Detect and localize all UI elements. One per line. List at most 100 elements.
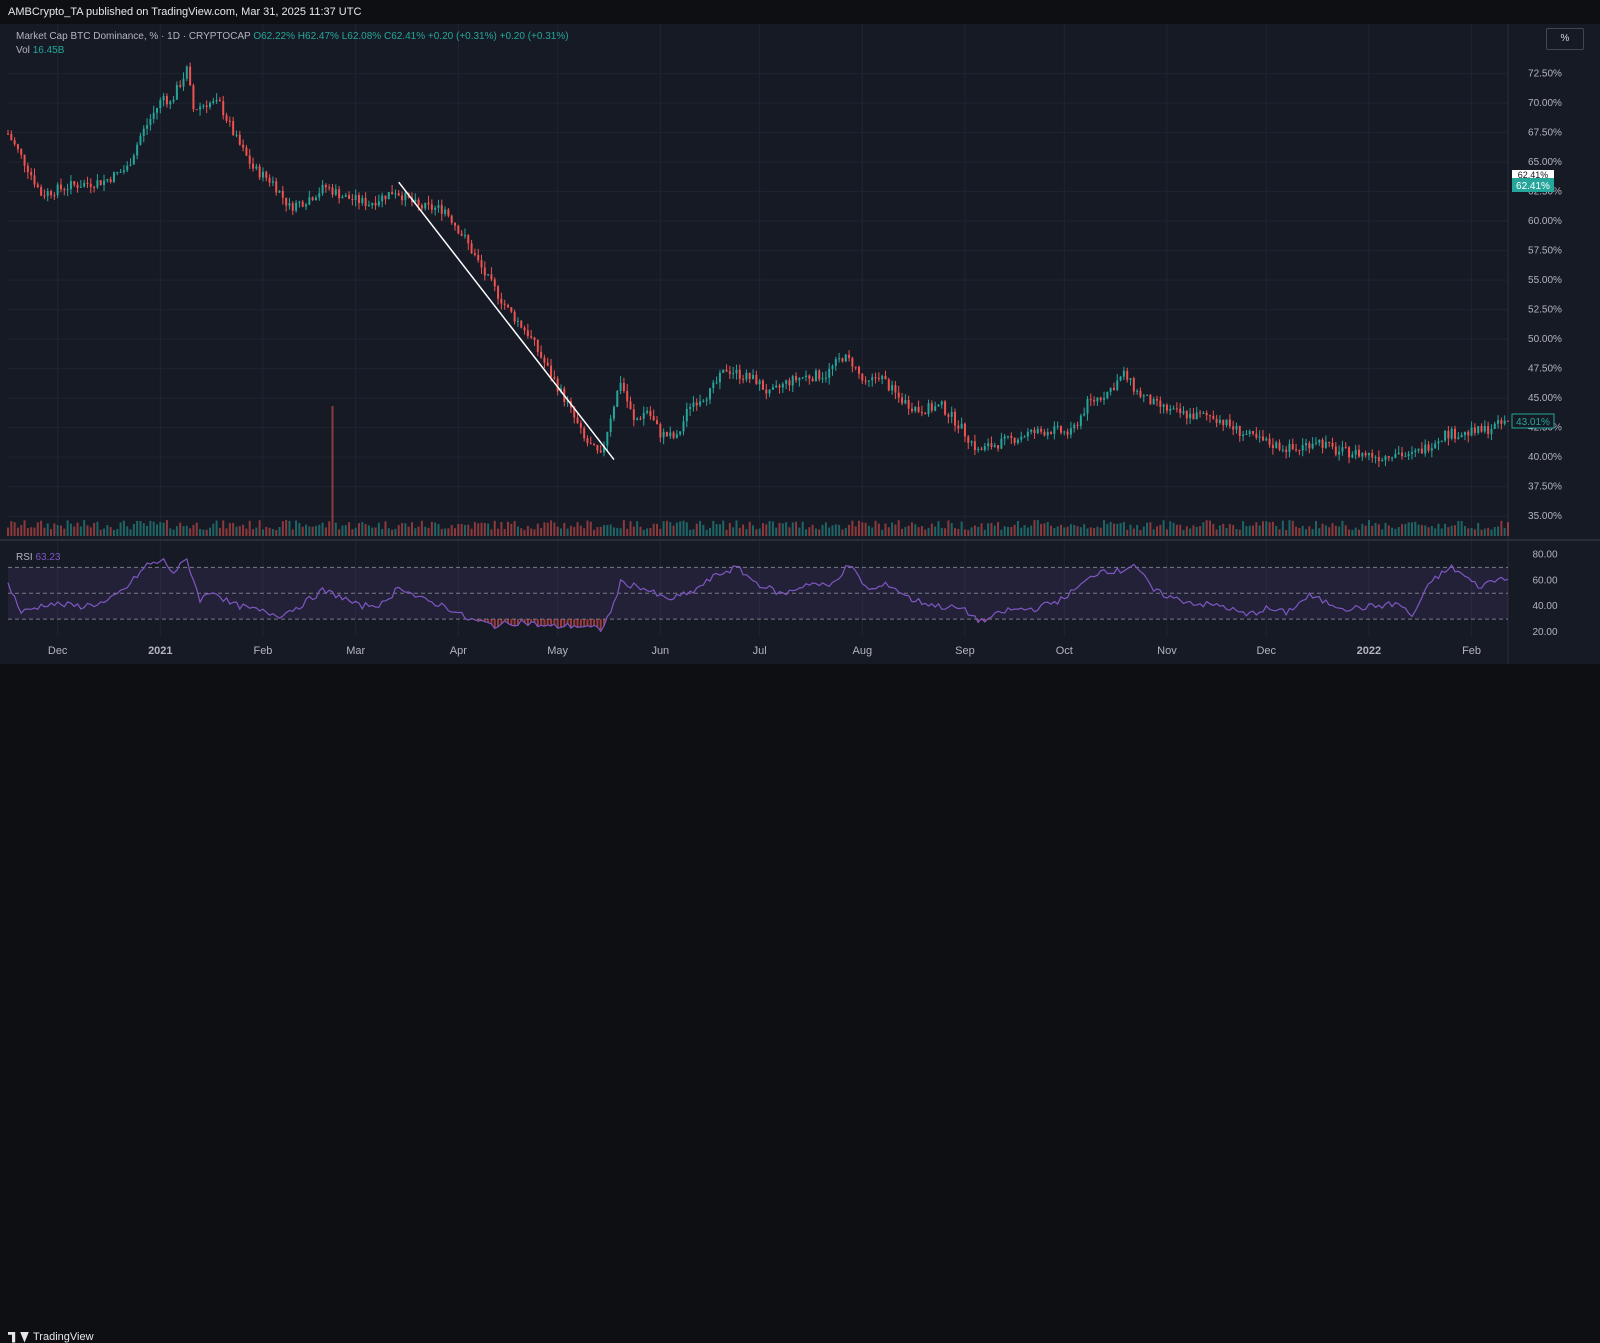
- volume-bar: [1341, 520, 1344, 536]
- volume-bar: [712, 520, 715, 536]
- volume-bar: [503, 529, 506, 536]
- candle-body: [1507, 420, 1509, 422]
- candle-body: [1099, 397, 1102, 400]
- volume-bar: [901, 528, 904, 536]
- volume-bar: [1225, 527, 1228, 536]
- volume-bar: [811, 524, 814, 536]
- last-price-label-top-bg: [1512, 170, 1554, 180]
- volume-bar: [513, 520, 516, 536]
- volume-bar: [867, 525, 870, 536]
- candle-body: [305, 204, 308, 207]
- volume-bar: [765, 524, 768, 536]
- volume-bar: [1444, 523, 1447, 536]
- candle-body: [917, 407, 920, 412]
- volume-bar: [63, 528, 66, 536]
- candle-body: [387, 192, 390, 200]
- volume-bar: [159, 522, 162, 536]
- volume-bar: [10, 521, 13, 536]
- candle-body: [1447, 430, 1450, 439]
- volume-bar: [179, 522, 182, 536]
- volume-bar: [53, 523, 56, 536]
- candle-body: [367, 205, 370, 207]
- candle-body: [447, 209, 450, 216]
- candle-body: [424, 202, 427, 209]
- candle-body: [215, 99, 218, 102]
- candle-body: [1493, 423, 1496, 429]
- candle-body: [285, 197, 288, 206]
- chart-area[interactable]: [0, 24, 1600, 664]
- candle-body: [195, 109, 198, 111]
- volume-bar: [199, 528, 202, 536]
- volume-bar: [36, 522, 39, 536]
- candle-body: [814, 370, 817, 382]
- volume-bar: [1192, 525, 1195, 536]
- price-tick-label: 37.50%: [1528, 482, 1562, 493]
- candle-body: [1205, 412, 1208, 416]
- volume-bar: [619, 528, 622, 536]
- volume-bar: [1205, 520, 1208, 536]
- volume-bar: [894, 524, 897, 536]
- rsi-legend: RSI 63.23: [16, 552, 60, 563]
- volume-bar: [1106, 523, 1109, 536]
- volume-bar: [420, 520, 423, 536]
- volume-bar: [530, 528, 533, 536]
- candle-body: [920, 411, 923, 414]
- candle-body: [1321, 439, 1324, 448]
- percent-scale-button[interactable]: %: [1546, 28, 1584, 50]
- candle-body: [543, 357, 546, 363]
- volume-bar: [1169, 521, 1172, 536]
- candle-body: [844, 354, 847, 362]
- volume-bar: [983, 529, 986, 536]
- volume-bar: [940, 528, 943, 536]
- candle-body: [23, 154, 26, 166]
- price-tick-label: 40.00%: [1528, 452, 1562, 463]
- volume-bar: [1354, 527, 1357, 536]
- candle-body: [328, 187, 331, 189]
- tradingview-logo[interactable]: TradingView: [8, 1331, 94, 1343]
- candle-body: [679, 431, 682, 435]
- candle-body: [109, 179, 112, 182]
- candle-body: [1361, 453, 1364, 457]
- volume-bar: [917, 527, 920, 536]
- volume-bar: [367, 525, 370, 536]
- volume-bar: [858, 520, 860, 536]
- candle-body: [53, 195, 56, 197]
- volume-bar: [556, 526, 559, 536]
- volume-bar: [1013, 524, 1016, 536]
- candle-body: [354, 195, 357, 200]
- candle-body: [914, 407, 917, 412]
- candle-body: [622, 382, 625, 392]
- candle-body: [540, 351, 543, 358]
- candle-body: [119, 171, 122, 173]
- candle-body: [861, 373, 864, 381]
- candle-body: [467, 235, 470, 244]
- candle-body: [314, 197, 317, 201]
- volume-bar: [1351, 529, 1354, 536]
- volume-bar: [924, 529, 927, 536]
- candle-body: [1252, 431, 1255, 434]
- candle-body: [808, 375, 811, 379]
- volume-bar: [699, 520, 702, 536]
- candle-body: [904, 400, 907, 404]
- volume-bar: [1175, 524, 1178, 536]
- candle-body: [59, 184, 62, 190]
- volume-bar: [116, 528, 119, 536]
- candle-body: [338, 189, 341, 199]
- candle-body: [1295, 449, 1298, 451]
- candle-body: [973, 441, 976, 451]
- volume-bar: [891, 522, 894, 536]
- candle-body: [997, 445, 1000, 449]
- volume-bar: [791, 522, 794, 536]
- candle-body: [36, 184, 39, 187]
- candle-body: [566, 401, 569, 403]
- volume-bar: [334, 522, 337, 536]
- volume-bar: [702, 524, 705, 536]
- candle-body: [659, 424, 662, 438]
- volume-bar: [20, 525, 23, 536]
- price-chart[interactable]: 35.00%37.50%40.00%42.50%45.00%47.50%50.0…: [0, 0, 1600, 685]
- candle-body: [1437, 441, 1440, 444]
- volume-bar: [1314, 521, 1317, 536]
- candle-body: [308, 197, 311, 205]
- volume-bar: [1208, 520, 1211, 536]
- volume-bar: [864, 522, 867, 536]
